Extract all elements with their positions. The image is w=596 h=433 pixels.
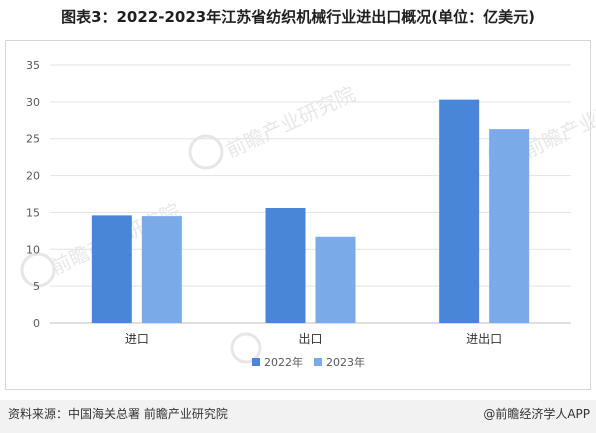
x-axis: 进口 出口 进出口	[125, 332, 502, 346]
legend-label: 2022年	[264, 355, 303, 369]
bar-2023-2	[489, 129, 530, 323]
x-tick-label: 出口	[298, 332, 322, 346]
y-tick-label: 15	[26, 206, 40, 219]
brand-text: @前瞻经济学人APP	[483, 407, 590, 421]
legend-label: 2023年	[326, 355, 365, 369]
y-tick-label: 25	[26, 133, 40, 146]
x-tick-label: 进口	[125, 332, 149, 346]
legend-swatch	[252, 358, 260, 366]
legend-swatch	[314, 358, 322, 366]
y-tick-label: 10	[26, 243, 40, 256]
bar-2023-0	[141, 216, 182, 323]
source-text: 资料来源：中国海关总署 前瞻产业研究院	[8, 407, 228, 421]
watermark-text: 前瞻产业研究院	[520, 82, 596, 163]
bar-2022-0	[91, 215, 132, 323]
chart-frame	[5, 40, 591, 390]
y-tick-label: 5	[33, 280, 40, 293]
y-tick-label: 20	[26, 170, 40, 183]
bar-2023-1	[315, 236, 356, 323]
chart-title: 图表3：2022-2023年江苏省纺织机械行业进出口概况(单位：亿美元)	[61, 8, 535, 26]
legend: 2022年 2023年	[252, 355, 365, 369]
watermark-text: 前瞻产业研究院	[222, 82, 359, 163]
bar-2022-2	[439, 99, 480, 323]
y-axis: 0 5 10 15 20 25 30 35	[26, 59, 40, 330]
bars	[91, 99, 530, 323]
x-tick-label: 进出口	[466, 332, 502, 346]
y-tick-label: 35	[26, 59, 40, 72]
bar-2022-1	[265, 208, 306, 323]
y-tick-label: 30	[26, 96, 40, 109]
grid-lines	[50, 64, 571, 324]
y-tick-label: 0	[33, 317, 40, 330]
footer: 资料来源：中国海关总署 前瞻产业研究院 @前瞻经济学人APP	[0, 400, 596, 433]
